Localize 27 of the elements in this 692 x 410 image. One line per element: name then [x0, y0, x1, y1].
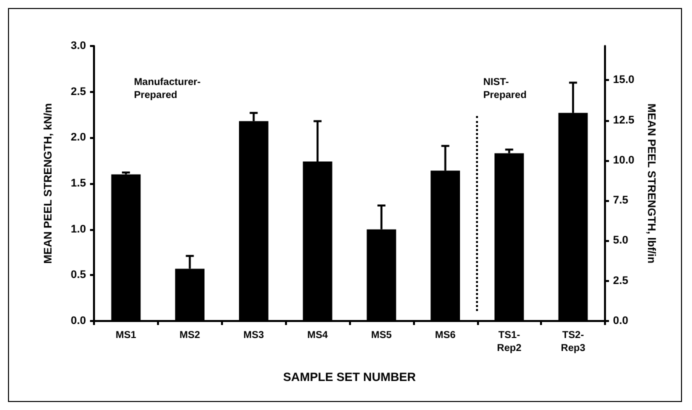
y-axis-title: MEAN PEEL STRENGTH, kN/m: [42, 103, 54, 264]
y-tick-label: 3.0: [70, 40, 86, 52]
x-tick-label: TS2- Rep3: [560, 330, 586, 354]
y-tick-label: 2.0: [70, 132, 86, 144]
y2-tick-label: 10.0: [613, 154, 634, 166]
y2-axis-title: MEAN PEEL STRENGTH, lbf/in: [644, 104, 657, 264]
y2-tick-label: 2.5: [613, 274, 628, 287]
y2-tick-label: 5.0: [613, 234, 628, 247]
x-tick-label: MS4: [307, 330, 328, 341]
y-tick-label: 0.0: [70, 315, 86, 327]
x-axis-title: SAMPLE SET NUMBER: [283, 370, 416, 384]
x-tick-label: MS5: [371, 330, 392, 341]
x-tick-label: MS1: [116, 330, 137, 341]
x-tick-label: MS6: [435, 330, 456, 341]
y-tick-label: 2.5: [70, 86, 86, 98]
y2-tick-label: 7.5: [613, 194, 628, 207]
y-tick-label: 1.5: [70, 178, 86, 190]
y2-tick-label: 0.0: [613, 315, 628, 327]
x-tick-label: TS1- Rep2: [496, 330, 522, 354]
x-tick-label: MS2: [180, 330, 201, 341]
annotation: NIST- Prepared: [483, 77, 527, 101]
y2-tick-label: 12.5: [613, 114, 634, 126]
annotation: Manufacturer- Prepared: [134, 77, 201, 101]
y-tick-label: 1.0: [70, 223, 86, 236]
y2-tick-label: 15.0: [613, 74, 634, 86]
y-tick-label: 0.5: [70, 269, 86, 282]
x-tick-label: MS3: [243, 330, 264, 341]
